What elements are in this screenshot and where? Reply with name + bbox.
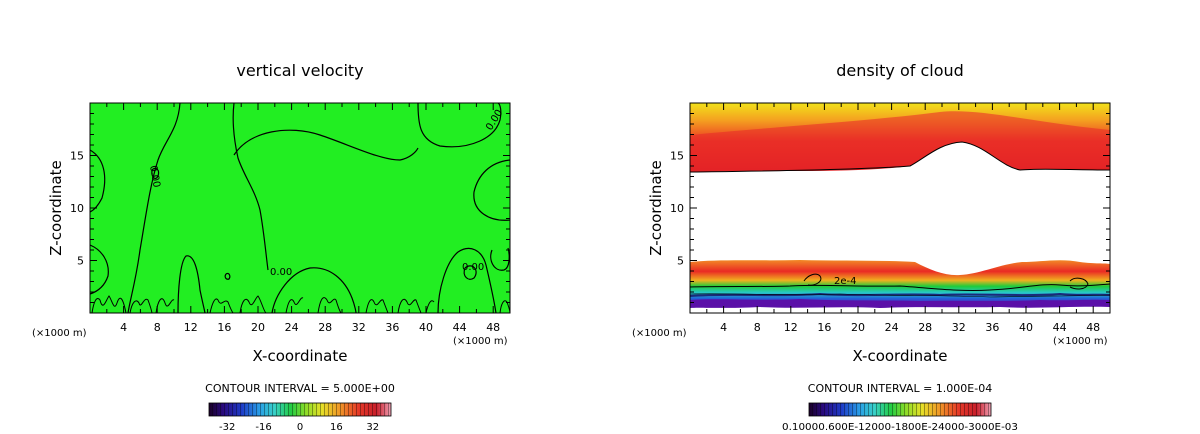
lower-cloud-dark-band [689, 292, 1111, 297]
cloud-y-tick-labels: 5 10 15 [670, 150, 684, 268]
x-tick-label: 20 [851, 321, 865, 334]
colorbar-tick-label: 32 [366, 422, 379, 433]
velocity-x-unit-left: (×1000 m) [32, 328, 87, 339]
x-tick-label: 24 [285, 321, 299, 334]
x-tick-label: 8 [154, 321, 161, 334]
velocity-x-unit-right: (×1000 m) [453, 336, 508, 347]
velocity-x-label: X-coordinate [253, 347, 348, 365]
colorbar-tick-label: -16 [255, 422, 271, 433]
cloud-contour-interval: CONTOUR INTERVAL = 1.000E-04 [808, 382, 992, 395]
y-tick-label: 10 [70, 202, 84, 215]
cloud-x-tick-labels: 4 8 12 16 20 24 28 32 36 40 44 48 [720, 321, 1100, 334]
velocity-y-label: Z-coordinate [47, 160, 65, 255]
x-tick-label: 32 [952, 321, 966, 334]
x-tick-label: 36 [385, 321, 399, 334]
y-tick-label: 15 [70, 150, 84, 163]
contour-label: 0.00 [270, 267, 292, 278]
velocity-colorbar [208, 402, 392, 417]
velocity-colorbar-labels: -32 -16 0 16 32 [219, 422, 379, 433]
x-tick-label: 44 [453, 321, 467, 334]
colorbar-tick-label: -32 [219, 422, 235, 433]
velocity-field [90, 103, 510, 313]
velocity-x-tick-labels: 4 8 12 16 20 24 28 32 36 40 44 48 [120, 321, 500, 334]
cloud-colorbar-labels: 0.10000.600E-12000-1800E-24000-3000E-03 [782, 422, 1018, 433]
cloud-x-unit-right: (×1000 m) [1053, 336, 1108, 347]
y-tick-label: 15 [670, 150, 684, 163]
cloud-title: density of cloud [836, 61, 964, 80]
lower-cloud-contours [689, 273, 1111, 298]
contour-label: 0.00 [462, 262, 484, 273]
x-tick-label: 20 [251, 321, 265, 334]
lower-cloud-layer [690, 260, 1110, 306]
velocity-panel: vertical velocity [32, 61, 511, 433]
x-tick-label: 16 [817, 321, 831, 334]
cloud-x-unit-left: (×1000 m) [632, 328, 687, 339]
x-tick-label: 48 [1086, 321, 1100, 334]
cloud-y-label: Z-coordinate [647, 160, 665, 255]
x-tick-label: 4 [120, 321, 127, 334]
lower-cloud-base-purple [690, 299, 1110, 308]
upper-cloud-core [690, 111, 1110, 172]
x-tick-label: 12 [184, 321, 198, 334]
velocity-contours [89, 102, 511, 314]
y-tick-label: 5 [677, 255, 684, 268]
velocity-y-tick-labels: 5 10 15 [70, 150, 84, 268]
cloud-colorbar [808, 402, 992, 417]
x-tick-label: 40 [1019, 321, 1033, 334]
contour-label: 0.00 [147, 165, 162, 189]
x-tick-label: 12 [784, 321, 798, 334]
x-tick-label: 28 [918, 321, 932, 334]
x-tick-label: 36 [985, 321, 999, 334]
velocity-title: vertical velocity [236, 61, 363, 80]
x-tick-label: 28 [318, 321, 332, 334]
cloud-x-label: X-coordinate [853, 347, 948, 365]
cloud-panel: density of cloud 2e-4 4 8 12 16 20 24 28 32 36 40… [632, 61, 1111, 433]
colorbar-tick-label: 16 [330, 422, 343, 433]
x-tick-label: 44 [1053, 321, 1067, 334]
upper-cloud-base-contour [689, 141, 1111, 173]
x-tick-label: 16 [217, 321, 231, 334]
x-tick-label: 8 [754, 321, 761, 334]
x-tick-label: 48 [486, 321, 500, 334]
x-tick-label: 40 [419, 321, 433, 334]
cloud-axis-ticks [690, 103, 1110, 313]
y-tick-label: 5 [77, 255, 84, 268]
colorbar-tick-label: 0 [297, 422, 303, 433]
velocity-axis-ticks [90, 103, 510, 313]
y-tick-label: 10 [670, 202, 684, 215]
velocity-contour-interval: CONTOUR INTERVAL = 5.000E+00 [205, 382, 395, 395]
x-tick-label: 4 [720, 321, 727, 334]
x-tick-label: 24 [885, 321, 899, 334]
contour-label: 2e-4 [834, 276, 857, 287]
x-tick-label: 32 [352, 321, 366, 334]
